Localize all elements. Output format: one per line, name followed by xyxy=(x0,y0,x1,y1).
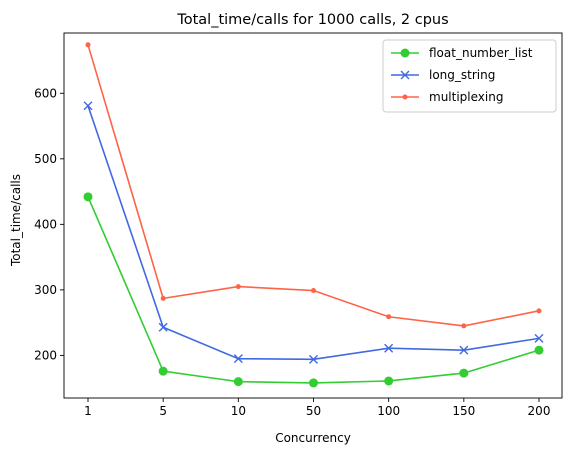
legend-label-float-number-list: float_number_list xyxy=(429,46,533,60)
y-axis-label: Total_time/calls xyxy=(9,174,23,267)
x-tick-label: 150 xyxy=(452,404,475,418)
plot-frame xyxy=(63,32,563,399)
y-tick-label: 500 xyxy=(34,152,57,166)
data-point-float-number-list-5 xyxy=(158,366,168,376)
x-tick-label: 1 xyxy=(84,404,92,418)
data-point-long-string-10 xyxy=(233,354,243,364)
legend-marker-long-string xyxy=(400,70,410,80)
data-point-long-string-200 xyxy=(534,333,544,343)
data-point-float-number-list-100 xyxy=(384,376,394,386)
data-point-multiplexing-100 xyxy=(386,314,392,320)
legend: float_number_list long_string multiplexing xyxy=(382,39,557,113)
y-tick-label: 200 xyxy=(34,348,57,362)
data-point-long-string-5 xyxy=(158,322,168,332)
data-point-float-number-list-200 xyxy=(534,345,544,355)
x-axis-label: Concurrency xyxy=(275,431,351,445)
x-tick-label: 5 xyxy=(159,404,167,418)
legend-label-long-string: long_string xyxy=(429,68,495,82)
y-tick-label: 300 xyxy=(34,283,57,297)
y-tick-label: 600 xyxy=(34,86,57,100)
y-tick-label: 400 xyxy=(34,217,57,231)
legend-label-multiplexing: multiplexing xyxy=(429,90,503,104)
data-point-multiplexing-150 xyxy=(461,323,467,329)
data-point-multiplexing-10 xyxy=(235,284,241,290)
x-tick-label: 50 xyxy=(306,404,321,418)
axes-layer: 1 5 10 50 100 150 200 200 300 400 500 600 xyxy=(34,32,563,418)
data-point-long-string-1 xyxy=(83,101,93,111)
chart-title: Total_time/calls for 1000 calls, 2 cpus xyxy=(176,12,448,28)
data-point-long-string-50 xyxy=(309,354,318,364)
data-point-multiplexing-50 xyxy=(311,288,316,294)
data-point-float-number-list-150 xyxy=(459,368,469,378)
x-tick-label: 10 xyxy=(231,404,246,418)
legend-marker-float-number-list xyxy=(400,48,410,58)
data-point-long-string-150 xyxy=(459,345,469,355)
data-point-multiplexing-200 xyxy=(536,308,542,314)
legend-box xyxy=(382,39,557,113)
data-point-float-number-list-1 xyxy=(83,192,93,202)
x-tick-label: 200 xyxy=(528,404,551,418)
series-layer xyxy=(83,42,544,388)
data-point-multiplexing-5 xyxy=(160,295,166,301)
series-line-long-string xyxy=(87,105,540,361)
x-tick-label: 100 xyxy=(377,404,400,418)
data-point-long-string-100 xyxy=(384,343,394,353)
data-point-float-number-list-10 xyxy=(233,377,243,387)
legend-marker-multiplexing xyxy=(402,94,408,100)
data-point-multiplexing-1 xyxy=(85,42,91,48)
data-point-float-number-list-50 xyxy=(309,378,318,388)
